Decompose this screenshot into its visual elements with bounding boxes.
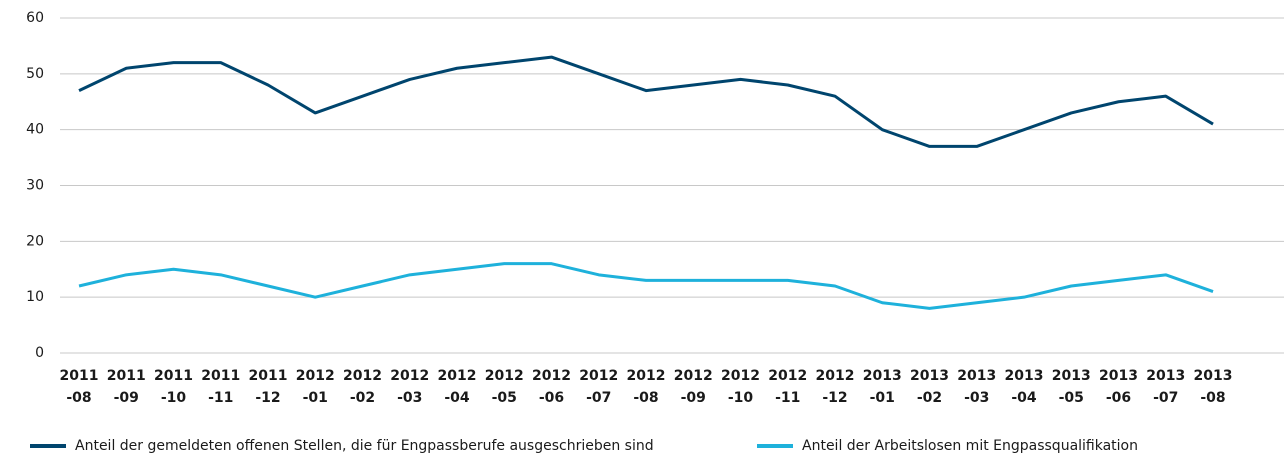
- x-tick-line: 2013: [1005, 368, 1044, 384]
- x-tick-label: 2013 -06: [1099, 368, 1138, 406]
- x-tick-line: -08: [66, 390, 91, 406]
- x-tick-label: 2013 -01: [863, 368, 902, 406]
- x-tick-label: 2012 -02: [343, 368, 382, 406]
- x-tick-line: 2012: [721, 368, 760, 384]
- x-tick-line: -03: [397, 390, 422, 406]
- x-tick-label: 2012 -03: [390, 368, 429, 406]
- x-tick-line: -08: [633, 390, 658, 406]
- series-line: [78, 55, 1214, 148]
- x-tick-label: 2013 -02: [910, 368, 949, 406]
- x-tick-line: 2011: [107, 368, 146, 384]
- y-tick-label: 30: [26, 178, 44, 194]
- x-tick-line: 2012: [674, 368, 713, 384]
- x-tick-line: 2013: [957, 368, 996, 384]
- x-tick-label: 2011 -11: [201, 368, 240, 406]
- x-tick-line: -09: [114, 390, 139, 406]
- x-tick-line: -11: [775, 390, 800, 406]
- legend-label: Anteil der Arbeitslosen mit Engpassquali…: [802, 438, 1138, 454]
- y-tick-label: 60: [26, 10, 44, 26]
- x-tick-label: 2012 -07: [579, 368, 618, 406]
- y-tick-label: 10: [26, 289, 44, 305]
- x-tick-line: 2012: [390, 368, 429, 384]
- x-tick-label: 2012 -04: [438, 368, 477, 406]
- x-tick-line: 2012: [438, 368, 477, 384]
- x-tick-label: 2013 -08: [1194, 368, 1233, 406]
- x-tick-label: 2012 -01: [296, 368, 335, 406]
- x-tick-line: 2013: [910, 368, 949, 384]
- x-tick-label: 2012 -06: [532, 368, 571, 406]
- x-tick-line: 2012: [579, 368, 618, 384]
- x-tick-label: 2011 -12: [249, 368, 288, 406]
- x-tick-label: 2012 -08: [627, 368, 666, 406]
- x-tick-line: 2011: [201, 368, 240, 384]
- x-tick-label: 2012 -09: [674, 368, 713, 406]
- y-tick-label: 20: [26, 233, 44, 249]
- x-tick-line: -12: [255, 390, 280, 406]
- y-tick-label: 40: [26, 122, 44, 138]
- x-tick-label: 2011 -09: [107, 368, 146, 406]
- x-tick-line: 2013: [1146, 368, 1185, 384]
- x-tick-line: -11: [208, 390, 233, 406]
- x-tick-line: -07: [586, 390, 611, 406]
- y-tick-label: 0: [35, 345, 44, 361]
- x-tick-line: -12: [822, 390, 847, 406]
- series-line: [78, 262, 1214, 310]
- x-tick-label: 2011 -10: [154, 368, 193, 406]
- x-tick-line: -07: [1153, 390, 1178, 406]
- x-tick-line: 2012: [296, 368, 335, 384]
- x-tick-line: -04: [1011, 390, 1037, 406]
- x-tick-label: 2013 -03: [957, 368, 996, 406]
- x-tick-line: 2011: [60, 368, 99, 384]
- x-tick-line: 2012: [343, 368, 382, 384]
- y-tick-label: 50: [26, 66, 44, 82]
- x-tick-line: -05: [492, 390, 517, 406]
- x-tick-label: 2013 -07: [1146, 368, 1185, 406]
- x-tick-line: 2013: [863, 368, 902, 384]
- x-tick-line: 2011: [249, 368, 288, 384]
- x-tick-line: -10: [161, 390, 187, 406]
- x-tick-label: 2013 -04: [1005, 368, 1044, 406]
- x-tick-line: 2012: [627, 368, 666, 384]
- x-tick-line: -10: [728, 390, 754, 406]
- x-tick-line: -02: [350, 390, 375, 406]
- x-tick-label: 2011 -08: [60, 368, 99, 406]
- x-tick-line: -02: [917, 390, 942, 406]
- x-tick-line: -01: [870, 390, 895, 406]
- x-tick-line: 2012: [768, 368, 807, 384]
- x-tick-line: -09: [681, 390, 706, 406]
- x-tick-label: 2012 -05: [485, 368, 524, 406]
- legend-label: Anteil der gemeldeten offenen Stellen, d…: [75, 438, 654, 454]
- x-tick-line: -08: [1200, 390, 1225, 406]
- x-tick-line: -06: [539, 390, 564, 406]
- x-tick-line: 2011: [154, 368, 193, 384]
- x-tick-line: 2012: [816, 368, 855, 384]
- x-tick-line: -03: [964, 390, 989, 406]
- x-tick-label: 2013 -05: [1052, 368, 1091, 406]
- x-tick-line: 2012: [485, 368, 524, 384]
- x-tick-label: 2012 -11: [768, 368, 807, 406]
- x-tick-line: -06: [1106, 390, 1131, 406]
- x-tick-line: 2013: [1099, 368, 1138, 384]
- x-tick-label: 2012 -12: [816, 368, 855, 406]
- x-tick-line: -01: [303, 390, 328, 406]
- x-tick-label: 2012 -10: [721, 368, 760, 406]
- x-tick-line: -05: [1059, 390, 1084, 406]
- x-tick-line: 2013: [1194, 368, 1233, 384]
- x-tick-line: 2012: [532, 368, 571, 384]
- x-tick-line: -04: [444, 390, 470, 406]
- x-tick-line: 2013: [1052, 368, 1091, 384]
